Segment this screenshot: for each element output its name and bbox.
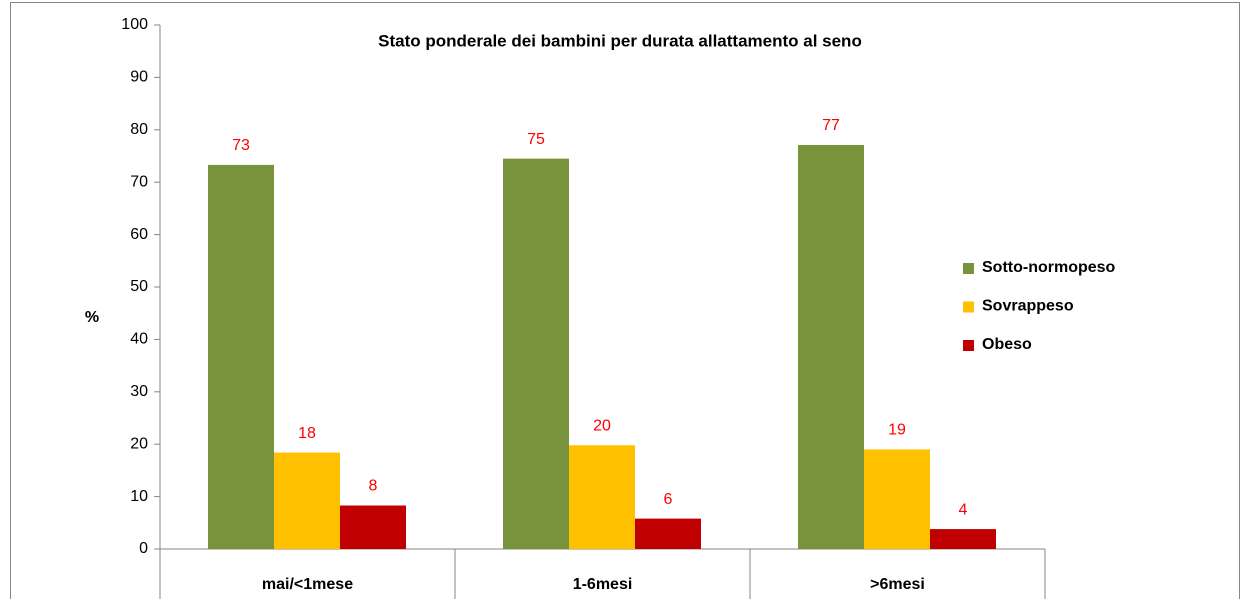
value-label: 77 [822, 117, 840, 134]
y-tick-label: 0 [139, 540, 148, 557]
value-label: 73 [232, 137, 250, 154]
bar [208, 164, 274, 549]
y-tick-label: 100 [121, 16, 148, 33]
value-label: 19 [888, 422, 906, 439]
chart-frame [10, 2, 1240, 599]
y-tick-label: 10 [130, 488, 148, 505]
y-tick-label: 40 [130, 331, 148, 348]
value-label: 18 [298, 425, 316, 442]
chart-title: Stato ponderale dei bambini per durata a… [378, 31, 862, 50]
value-label: 75 [527, 131, 545, 148]
legend-label: Sotto-normopeso [982, 259, 1116, 276]
value-label: 4 [959, 501, 968, 518]
y-tick-label: 80 [130, 121, 148, 138]
legend-swatch [963, 340, 974, 351]
bar [635, 518, 701, 549]
value-label: 20 [593, 417, 611, 434]
value-label: 6 [664, 491, 673, 508]
bar [569, 445, 635, 549]
bar [340, 505, 406, 549]
legend-label: Sovrappeso [982, 298, 1074, 315]
y-tick-label: 60 [130, 226, 148, 243]
y-tick-label: 90 [130, 69, 148, 86]
x-tick-label: mai/<1mese [262, 576, 353, 593]
y-tick-label: 70 [130, 173, 148, 190]
legend-swatch [963, 301, 974, 313]
value-label: 8 [369, 478, 378, 495]
bar [864, 449, 930, 549]
bar [930, 529, 996, 549]
y-tick-label: 50 [130, 278, 148, 295]
x-tick-label: 1-6mesi [573, 576, 633, 593]
legend-swatch [963, 263, 974, 274]
legend-label: Obeso [982, 336, 1032, 353]
bar [274, 452, 340, 549]
y-tick-label: 30 [130, 383, 148, 400]
y-axis-label: % [85, 309, 99, 326]
y-tick-label: 20 [130, 435, 148, 452]
bar [503, 158, 569, 549]
x-tick-label: >6mesi [870, 576, 925, 593]
bar [798, 144, 864, 549]
